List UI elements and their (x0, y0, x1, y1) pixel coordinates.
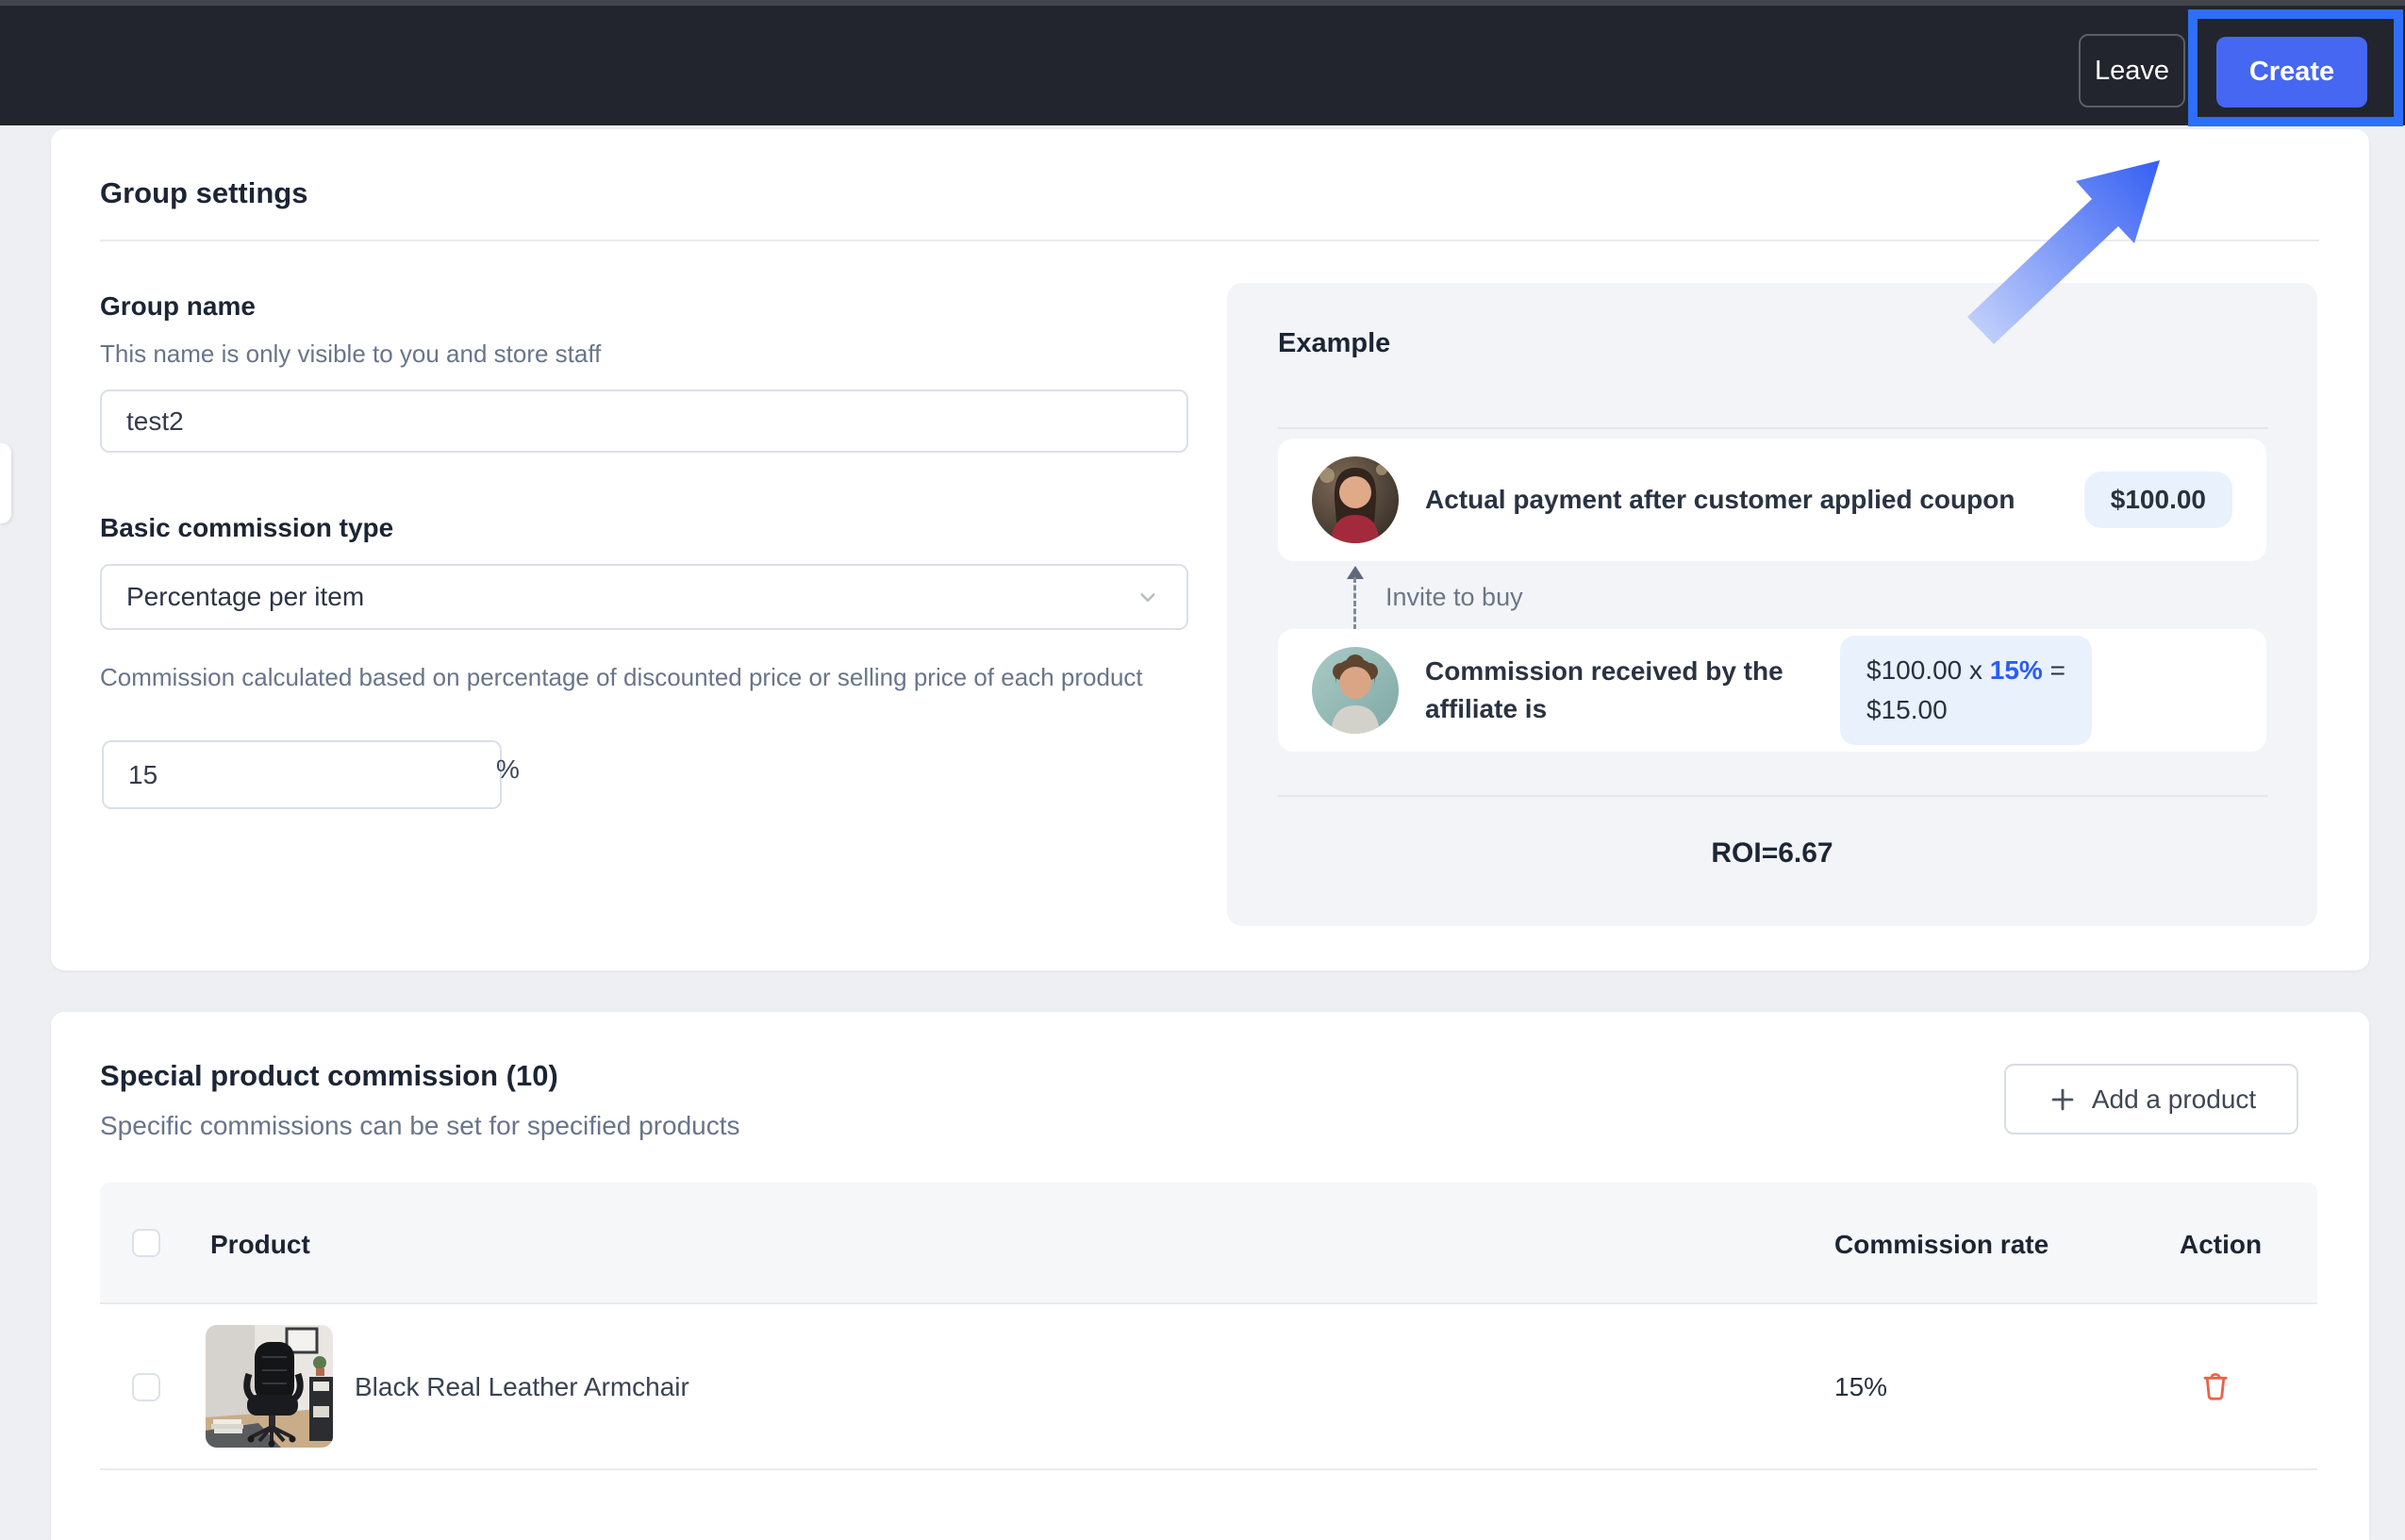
product-table: Product Commission rate Action (100, 1183, 2317, 1470)
col-product: Product (210, 1230, 310, 1259)
roi-value: ROI=6.67 (1711, 837, 1833, 869)
delete-product-button[interactable] (2199, 1368, 2231, 1405)
special-commission-subtitle: Specific commissions can be set for spec… (100, 1111, 740, 1140)
example-customer-row: Actual payment after customer applied co… (1278, 439, 2266, 561)
leave-button[interactable]: Leave (2079, 34, 2185, 108)
special-commission-title: Special product commission (10) (100, 1059, 558, 1092)
affiliate-avatar (1312, 647, 1399, 734)
payment-amount-badge: $100.00 (2083, 472, 2232, 528)
formula-prefix: $100.00 x (1866, 655, 1982, 685)
col-commission-rate: Commission rate (1834, 1230, 2049, 1259)
trash-icon (2203, 1372, 2228, 1400)
chevron-down-icon (1134, 583, 1162, 611)
table-row: Black Real Leather Armchair 15% (100, 1304, 2317, 1470)
divider (1278, 427, 2268, 429)
example-title: Example (1278, 328, 1391, 358)
special-commission-card: Special product commission (10) Specific… (51, 1012, 2369, 1540)
percent-suffix: % (496, 754, 520, 784)
col-action: Action (2180, 1230, 2263, 1259)
divider (1278, 795, 2268, 797)
commission-type-select[interactable]: Percentage per item (100, 564, 1188, 630)
product-name: Black Real Leather Armchair (355, 1372, 689, 1401)
commission-formula-pill: $100.00 x 15% = $15.00 (1840, 636, 2092, 745)
divider (100, 240, 2319, 241)
product-commission-rate: 15% (1834, 1372, 1888, 1401)
product-table-header: Product Commission rate Action (100, 1183, 2317, 1304)
invite-to-buy-label: Invite to buy (1385, 583, 1523, 611)
group-name-input[interactable] (100, 389, 1188, 453)
example-affiliate-row: Commission received by the affiliate is … (1278, 629, 2266, 752)
top-action-bar: Leave Create (0, 0, 2405, 125)
select-all-checkbox[interactable] (132, 1229, 160, 1257)
group-settings-title: Group settings (100, 176, 308, 209)
add-product-label: Add a product (2091, 1084, 2257, 1114)
formula-equals: = (2049, 655, 2065, 685)
plus-icon (2051, 1088, 2074, 1110)
example-panel: Example Actual pay (1227, 283, 2317, 926)
example-customer-text: Actual payment after customer applied co… (1425, 485, 2015, 514)
row-checkbox[interactable] (132, 1373, 160, 1401)
create-button[interactable]: Create (2216, 37, 2367, 108)
arrow-up-icon (1347, 566, 1364, 579)
group-name-helper: This name is only visible to you and sto… (100, 339, 602, 368)
example-affiliate-text: Commission received by the affiliate is (1425, 656, 1783, 723)
group-settings-card: Group settings Group name This name is o… (51, 129, 2369, 970)
side-drawer-handle[interactable] (0, 443, 11, 523)
product-image-armchair (206, 1325, 333, 1448)
dashed-line (1353, 577, 1356, 630)
customer-avatar (1312, 456, 1399, 543)
commission-rate-input[interactable] (102, 740, 502, 809)
commission-type-selected-value: Percentage per item (126, 582, 365, 611)
commission-type-label: Basic commission type (100, 513, 394, 542)
commission-type-helper: Commission calculated based on percentag… (100, 663, 1143, 691)
add-product-button[interactable]: Add a product (2004, 1064, 2298, 1134)
formula-rate: 15% (1989, 655, 2043, 685)
group-name-label: Group name (100, 291, 256, 321)
formula-result: $15.00 (1866, 695, 1948, 724)
